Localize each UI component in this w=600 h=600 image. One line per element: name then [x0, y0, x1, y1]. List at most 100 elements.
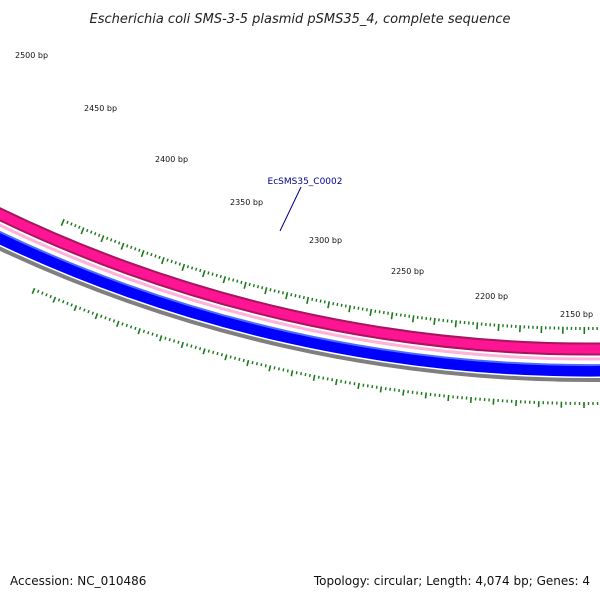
inner-ruler-minor-tick: [286, 369, 289, 373]
inner-ruler-minor-tick: [242, 358, 245, 363]
inner-ruler-minor-tick: [317, 375, 320, 379]
inner-ruler-major-tick: [180, 341, 184, 349]
inner-ruler-minor-tick: [255, 362, 258, 366]
outer-ruler-minor-tick: [215, 273, 218, 277]
topology-summary-text: Topology: circular; Length: 4,074 bp; Ge…: [313, 574, 590, 588]
inner-ruler-minor-tick: [100, 314, 103, 318]
outer-ruler-minor-tick: [344, 304, 347, 308]
inner-ruler-minor-tick: [353, 382, 356, 386]
outer-ruler-minor-tick: [298, 295, 301, 299]
inner-ruler-major-tick: [469, 396, 472, 404]
inner-ruler-minor-tick: [142, 329, 146, 333]
inner-ruler-minor-tick: [121, 322, 124, 326]
inner-ruler-major-tick: [246, 359, 250, 367]
outer-ruler-minor-tick: [199, 268, 202, 273]
outer-ruler-major-tick: [60, 218, 65, 227]
outer-ruler-minor-tick: [74, 223, 77, 228]
inner-ruler-minor-tick: [371, 384, 374, 389]
outer-ruler-minor-tick: [248, 282, 251, 287]
inner-ruler-minor-tick: [264, 364, 267, 368]
inner-ruler-minor-tick: [207, 349, 210, 353]
inner-ruler-major-tick: [402, 389, 405, 396]
outer-ruler-minor-tick: [113, 239, 117, 244]
outer-ruler-minor-tick: [195, 267, 198, 271]
inner-ruler-minor-tick: [78, 306, 82, 310]
inner-ruler-major-tick: [290, 370, 294, 377]
inner-ruler-minor-tick: [190, 344, 193, 348]
forward-strand-edge: [0, 207, 600, 356]
inner-ruler-minor-tick: [62, 300, 65, 304]
inner-ruler-major-tick: [268, 365, 272, 372]
outer-ruler-minor-tick: [366, 308, 368, 312]
backbone-ring: [0, 246, 600, 383]
inner-ruler-minor-tick: [375, 385, 378, 389]
outer-ruler-minor-tick: [174, 261, 177, 265]
inner-ruler-minor-tick: [216, 351, 219, 356]
outer-ruler-major-tick: [140, 250, 145, 258]
outer-ruler-major-tick: [285, 292, 289, 300]
inner-ruler-minor-tick: [308, 373, 311, 378]
outer-ruler-minor-tick: [269, 288, 272, 292]
inner-ruler-major-tick: [224, 354, 228, 361]
inner-ruler-minor-tick: [41, 291, 44, 295]
outer-ruler-major-tick: [433, 317, 436, 325]
outer-ruler-minor-tick: [207, 271, 210, 275]
inner-ruler-major-tick: [31, 287, 36, 295]
outer-ruler-minor-tick: [97, 233, 101, 237]
inner-ruler-major-tick: [94, 313, 99, 320]
inner-ruler-major-tick: [447, 394, 450, 401]
inner-ruler-minor-tick: [349, 381, 351, 385]
inner-ruler-minor-tick: [45, 293, 48, 297]
inner-ruler-minor-tick: [362, 383, 365, 387]
inner-ruler-minor-tick: [295, 371, 298, 375]
inner-ruler-major-tick: [335, 378, 338, 386]
outer-ruler-major-tick: [390, 312, 394, 320]
inner-ruler-minor-tick: [273, 366, 276, 370]
map-title: Escherichia coli SMS-3-5 plasmid pSMS35_…: [90, 12, 511, 27]
inner-ruler-minor-tick: [87, 309, 90, 314]
inner-ruler-major-tick: [379, 386, 383, 393]
inner-ruler-minor-tick: [300, 372, 303, 376]
inner-ruler-minor-tick: [91, 311, 94, 315]
inner-ruler-minor-tick: [155, 333, 158, 338]
inner-ruler-minor-tick: [164, 336, 167, 340]
outer-ruler-minor-tick: [319, 299, 322, 303]
inner-ruler-minor-tick: [220, 353, 223, 357]
inner-ruler-minor-tick: [238, 357, 241, 361]
outer-ruler-minor-tick: [78, 225, 81, 229]
ruler-label-2200: 2200 bp: [475, 292, 508, 301]
ruler-label-2150: 2150 bp: [560, 310, 593, 319]
inner-ruler-minor-tick: [331, 378, 334, 382]
ruler-label-2500: 2500 bp: [15, 51, 48, 60]
outer-ruler-minor-tick: [340, 303, 343, 307]
ruler-label-2450: 2450 bp: [84, 104, 117, 113]
outer-ruler-minor-tick: [117, 241, 121, 245]
inner-ruler-minor-tick: [36, 289, 40, 293]
outer-ruler-minor-tick: [232, 278, 235, 282]
outer-ruler-minor-tick: [240, 280, 243, 284]
outer-ruler-minor-tick: [382, 310, 385, 315]
accession-text: Accession: NC_010486: [10, 574, 147, 588]
inner-ruler-minor-tick: [304, 372, 307, 377]
outer-ruler-minor-tick: [252, 284, 255, 288]
outer-ruler-major-tick: [497, 323, 500, 331]
inner-ruler-minor-tick: [134, 326, 137, 331]
inner-ruler-minor-tick: [108, 317, 111, 322]
outer-ruler-minor-tick: [361, 307, 364, 311]
outer-ruler-major-tick: [476, 322, 479, 330]
outer-ruler-minor-tick: [261, 286, 264, 290]
inner-ruler-minor-tick: [112, 319, 116, 323]
gene-label-ecsms35-c0002[interactable]: EcSMS35_C0002: [268, 177, 343, 187]
inner-ruler-minor-tick: [194, 345, 197, 350]
gene-label-leader-line: [279, 186, 302, 232]
outer-ruler-major-tick: [80, 227, 85, 235]
outer-ruler-major-tick: [100, 235, 105, 243]
inner-ruler-ticks: [31, 287, 599, 408]
outer-ruler-major-tick: [222, 276, 227, 284]
inner-ruler-major-tick: [202, 348, 206, 355]
outer-ruler-minor-tick: [166, 258, 169, 262]
ruler-label-2300: 2300 bp: [309, 236, 342, 245]
outer-ruler-minor-tick: [178, 262, 181, 266]
outer-ruler-minor-tick: [323, 300, 326, 304]
